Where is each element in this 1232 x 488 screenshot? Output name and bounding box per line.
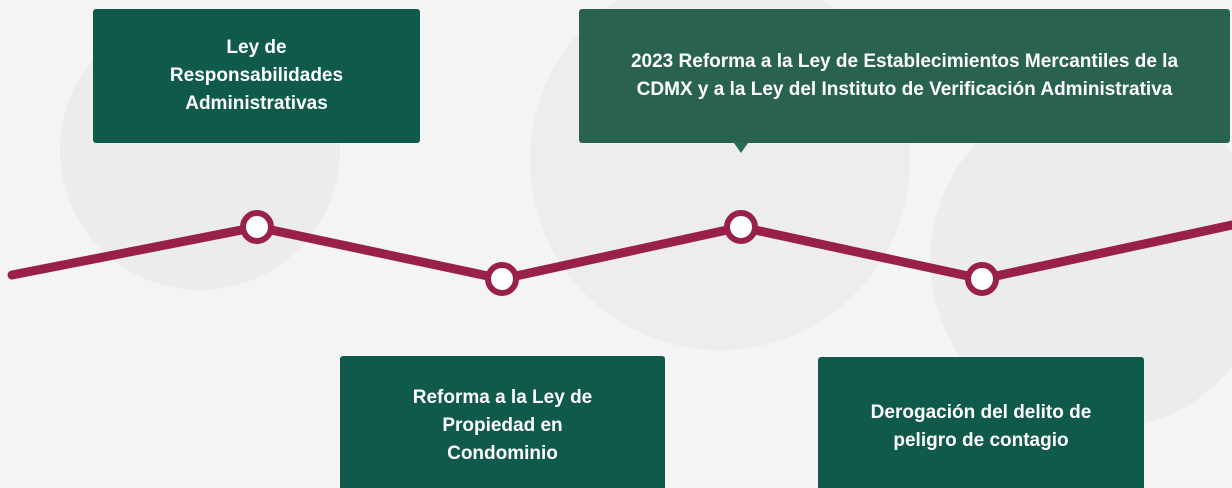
event-box: Reforma a la Ley de Propiedad en Condomi…: [340, 356, 665, 488]
node: [965, 262, 999, 296]
event-box: Derogación del delito de peligro de cont…: [818, 357, 1144, 488]
pointer: [734, 143, 748, 153]
event-box: 2023 Reforma a la Ley de Establecimiento…: [579, 9, 1230, 143]
node: [485, 262, 519, 296]
node: [724, 210, 758, 244]
timeline-line: [7, 220, 1232, 284]
node: [240, 210, 274, 244]
event-box: Ley de Responsabilidades Administrativas: [93, 9, 420, 143]
